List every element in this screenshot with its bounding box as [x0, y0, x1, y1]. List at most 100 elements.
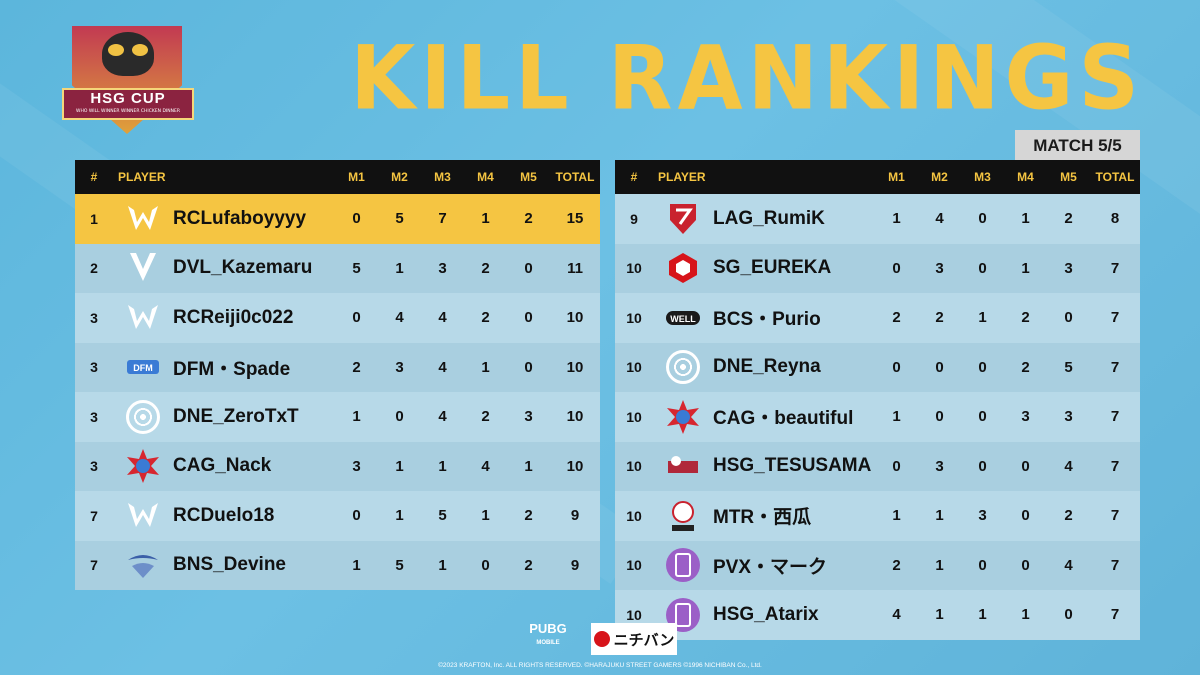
pubg-mobile-logo: PUBG MOBILE	[525, 622, 571, 656]
table-row: 10 HSG_Atarix 4 1 1 1 0 7	[615, 590, 1140, 640]
v-icon	[124, 249, 162, 287]
kills-m5: 0	[1064, 309, 1073, 327]
nichiban-text: ニチバン	[613, 630, 675, 649]
kills-m1: 2	[892, 309, 901, 327]
wing-icon	[124, 546, 162, 584]
team-logo-cell	[653, 497, 713, 535]
kills-m2: 0	[395, 408, 404, 426]
rank-cell: 3	[90, 359, 98, 376]
player-name: RCDuelo18	[173, 504, 275, 526]
kills-m2: 1	[935, 507, 944, 525]
circle-icon	[664, 348, 702, 386]
kills-m4: 2	[481, 309, 490, 327]
kills-total: 10	[566, 408, 584, 426]
rank-cell: 2	[90, 260, 98, 277]
kills-m1: 2	[892, 556, 901, 574]
table-row: 10 MTR・西瓜 1 1 3 0 2 7	[615, 491, 1140, 541]
svg-text:WELL: WELL	[670, 314, 696, 324]
team-logo-cell	[113, 398, 173, 436]
kills-m3: 1	[978, 309, 987, 327]
pubg-logo-text: PUBG	[529, 621, 567, 636]
kills-m1: 0	[892, 358, 901, 376]
kills-m1: 2	[352, 358, 361, 376]
kills-m3: 0	[978, 210, 987, 228]
footer-logos: PUBG MOBILE ニチバン	[525, 622, 677, 656]
kills-m5: 3	[524, 408, 533, 426]
kills-total: 7	[1110, 606, 1120, 624]
team-logo-cell	[653, 200, 713, 238]
player-name: MTR・西瓜	[713, 507, 812, 529]
team-logo-cell	[113, 249, 173, 287]
table-row: 10 PVX・マーク 2 1 0 0 4 7	[615, 540, 1140, 590]
kills-m4: 1	[481, 507, 490, 525]
kills-m2: 1	[395, 507, 404, 525]
table-row: 3 RCReiji0c022 0 4 4 2 0 10	[75, 293, 600, 343]
kills-total: 9	[570, 507, 580, 525]
kills-m2: 5	[395, 210, 404, 228]
rank-cell: 3	[90, 408, 98, 425]
rank-cell: 10	[626, 260, 642, 277]
kills-m2: 5	[395, 556, 404, 574]
player-name: SG_EUREKA	[713, 257, 832, 279]
page-title: KILL RANKINGS	[350, 26, 1144, 130]
team-logo-cell	[653, 447, 713, 485]
team-logo-cell	[113, 546, 173, 584]
table-header: # PLAYER M1 M2 M3 M4 M5 TOTAL	[75, 160, 600, 194]
hex-icon	[664, 249, 702, 287]
hsg-cup-logo: HSG CUP WHO WILL WINNER WINNER CHICKEN D…	[58, 18, 198, 136]
cat-mascot-icon	[102, 32, 154, 76]
kills-m3: 7	[438, 210, 447, 228]
kills-m4: 2	[1021, 358, 1030, 376]
pubg-logo-sub: MOBILE	[536, 640, 560, 646]
kills-m4: 1	[1021, 606, 1030, 624]
logo-banner: HSG CUP WHO WILL WINNER WINNER CHICKEN D…	[62, 88, 194, 120]
kills-total: 7	[1110, 259, 1120, 277]
kills-m2: 0	[935, 408, 944, 426]
table-row: 10 SG_EUREKA 0 3 0 1 3 7	[615, 243, 1140, 293]
team-logo-cell	[113, 447, 173, 485]
team-logo-cell	[653, 348, 713, 386]
kills-total: 7	[1110, 507, 1120, 525]
w-icon	[124, 497, 162, 535]
rank-cell: 10	[626, 359, 642, 376]
kills-m1: 3	[352, 457, 361, 475]
player-name: RCLufaboyyyy	[173, 207, 307, 229]
kills-m3: 3	[978, 507, 987, 525]
table-row: 10 DNE_Reyna 0 0 0 2 5 7	[615, 342, 1140, 392]
kills-m3: 1	[438, 457, 447, 475]
rank-cell: 3	[90, 458, 98, 475]
w-icon	[124, 299, 162, 337]
team-logo-cell	[653, 398, 713, 436]
kills-m5: 3	[1064, 259, 1073, 277]
col-m4: M4	[1017, 170, 1034, 184]
col-rank: #	[630, 170, 638, 184]
player-name: PVX・マーク	[713, 556, 828, 578]
kills-total: 7	[1110, 309, 1120, 327]
kills-m3: 4	[438, 408, 447, 426]
kills-m5: 2	[524, 210, 533, 228]
col-total: TOTAL	[1095, 170, 1135, 184]
kills-m1: 0	[892, 259, 901, 277]
kills-total: 8	[1110, 210, 1120, 228]
rank-cell: 10	[626, 309, 642, 326]
player-name: HSG_Atarix	[713, 603, 819, 625]
col-m3: M3	[974, 170, 991, 184]
kills-m5: 4	[1064, 457, 1073, 475]
kills-total: 10	[566, 309, 584, 327]
col-m3: M3	[434, 170, 451, 184]
player-name: RCReiji0c022	[173, 306, 294, 328]
kills-total: 10	[566, 358, 584, 376]
kills-m1: 5	[352, 259, 361, 277]
kills-m5: 2	[1064, 210, 1073, 228]
burst-icon	[124, 447, 162, 485]
table-row: 3 DNE_ZeroTxT 1 0 4 2 3 10	[75, 392, 600, 442]
col-m1: M1	[348, 170, 365, 184]
kills-m3: 0	[978, 358, 987, 376]
kills-m3: 0	[978, 408, 987, 426]
table-header: # PLAYER M1 M2 M3 M4 M5 TOTAL	[615, 160, 1140, 194]
kills-m2: 4	[935, 210, 944, 228]
kills-m5: 2	[524, 556, 533, 574]
kills-m1: 0	[352, 210, 361, 228]
kills-m4: 0	[1021, 556, 1030, 574]
team-logo-cell	[113, 299, 173, 337]
